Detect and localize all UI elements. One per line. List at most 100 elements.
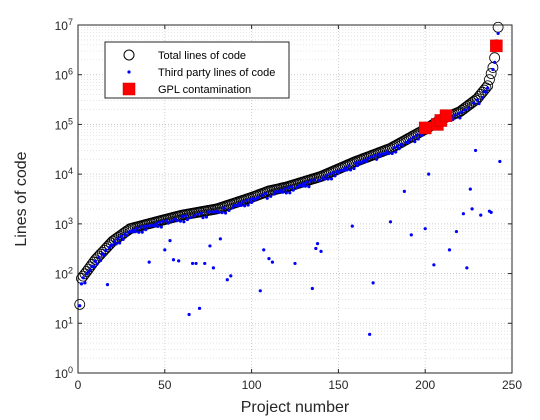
third-party-loc-point (225, 278, 229, 282)
third-party-loc-point (432, 263, 436, 267)
third-party-loc-point (217, 210, 221, 214)
third-party-loc-point (387, 151, 391, 156)
third-party-loc-point (171, 258, 176, 262)
x-tick-labels: 0 50 100 150 200 250 (75, 378, 523, 392)
third-party-loc-point (199, 211, 203, 215)
third-party-loc-point (250, 200, 254, 204)
third-party-loc-point (105, 283, 110, 287)
third-party-loc-point (156, 224, 160, 228)
third-party-loc-point (204, 215, 209, 219)
legend-box (104, 41, 290, 99)
third-party-loc-point (373, 154, 377, 158)
third-party-loc-point (145, 224, 150, 228)
third-party-loc-point (300, 184, 304, 188)
third-party-loc-point (460, 110, 464, 114)
third-party-loc-point (489, 210, 493, 215)
third-party-loc-point (413, 140, 417, 144)
third-party-loc-point (329, 177, 334, 181)
third-party-loc-point (348, 168, 353, 172)
third-party-loc-point (414, 133, 419, 137)
third-party-loc-point (157, 220, 162, 224)
third-party-loc-point (454, 229, 459, 234)
y-tick-labels: 100 101 102 103 104 105 106 107 (55, 17, 73, 381)
third-party-loc-point (461, 212, 465, 216)
third-party-loc-point (342, 168, 346, 172)
third-party-loc-point (286, 186, 290, 190)
third-party-loc-point (324, 174, 328, 178)
y-tick-label: 106 (55, 67, 73, 83)
third-party-loc-point (289, 185, 294, 189)
third-party-loc-point (470, 207, 474, 211)
third-party-loc-point (310, 286, 314, 291)
legend: Total lines of code Third party lines of… (104, 41, 290, 99)
legend-marker-third-party (127, 70, 131, 74)
x-tick-label: 50 (158, 378, 172, 392)
third-party-loc-point (152, 224, 156, 228)
third-party-loc-point (423, 227, 427, 231)
third-party-loc-point (97, 255, 101, 259)
third-party-loc-point (92, 265, 96, 269)
third-party-loc-point (402, 189, 406, 193)
third-party-loc-point (239, 203, 243, 208)
third-party-loc-point (83, 281, 87, 285)
third-party-loc-point (322, 177, 327, 181)
third-party-loc-point (354, 161, 358, 165)
third-party-loc-point (395, 144, 400, 148)
third-party-loc-point (314, 246, 318, 251)
third-party-loc-point (230, 206, 235, 210)
third-party-loc-point (416, 137, 420, 141)
total-loc-point (482, 80, 494, 92)
third-party-loc-point (390, 151, 394, 155)
third-party-loc-point (189, 215, 193, 220)
third-party-loc-point (305, 180, 309, 184)
third-party-loc-point (328, 172, 332, 176)
third-party-loc-point (456, 112, 460, 116)
total-loc-point (478, 84, 490, 96)
third-party-loc-point (118, 241, 122, 245)
third-party-loc-point (303, 184, 308, 188)
third-party-loc-point (486, 86, 490, 90)
x-tick-label: 100 (242, 378, 262, 392)
third-party-loc-point (256, 195, 261, 199)
third-party-loc-point (315, 242, 320, 246)
third-party-loc-point (168, 239, 172, 243)
y-tick-label: 104 (55, 166, 73, 182)
third-party-loc-point (281, 190, 285, 194)
third-party-loc-point (463, 108, 467, 112)
third-party-loc-point (331, 170, 335, 175)
third-party-loc-point (307, 185, 311, 189)
plot-area-frame (77, 24, 513, 374)
third-party-loc-point (364, 159, 368, 164)
third-party-loc-point (288, 191, 292, 195)
x-tick-label: 0 (75, 378, 82, 392)
third-party-loc-point (211, 266, 216, 270)
third-party-loc-point (164, 219, 169, 223)
third-party-loc-point (133, 230, 137, 234)
y-tick-label: 100 (55, 365, 73, 381)
third-party-loc-point (262, 248, 266, 252)
third-party-loc-point (352, 166, 356, 171)
third-party-loc-point (491, 67, 495, 72)
third-party-loc-point (246, 203, 250, 207)
gpl-contamination-point (439, 109, 453, 122)
third-party-loc-point (282, 187, 287, 191)
third-party-loc-point (137, 230, 141, 234)
gpl-contamination-series (418, 39, 503, 135)
third-party-loc-point (291, 188, 295, 192)
legend-label-total: Total lines of code (158, 50, 246, 62)
third-party-loc-point (472, 101, 476, 105)
third-party-loc-point (142, 224, 146, 229)
third-party-loc-point (203, 261, 207, 266)
third-party-loc-point (161, 219, 165, 223)
third-party-loc-point (397, 146, 401, 151)
third-party-loc-point (175, 219, 179, 223)
third-party-loc-point (317, 178, 321, 182)
third-party-loc-point (477, 101, 481, 106)
third-party-loc-point (480, 96, 485, 100)
third-party-loc-point (244, 198, 248, 203)
third-party-loc-point (184, 214, 188, 218)
third-party-loc-point (227, 208, 231, 213)
third-party-loc-point (107, 245, 111, 250)
third-party-loc-point (284, 191, 288, 195)
total-loc-point (484, 74, 495, 86)
